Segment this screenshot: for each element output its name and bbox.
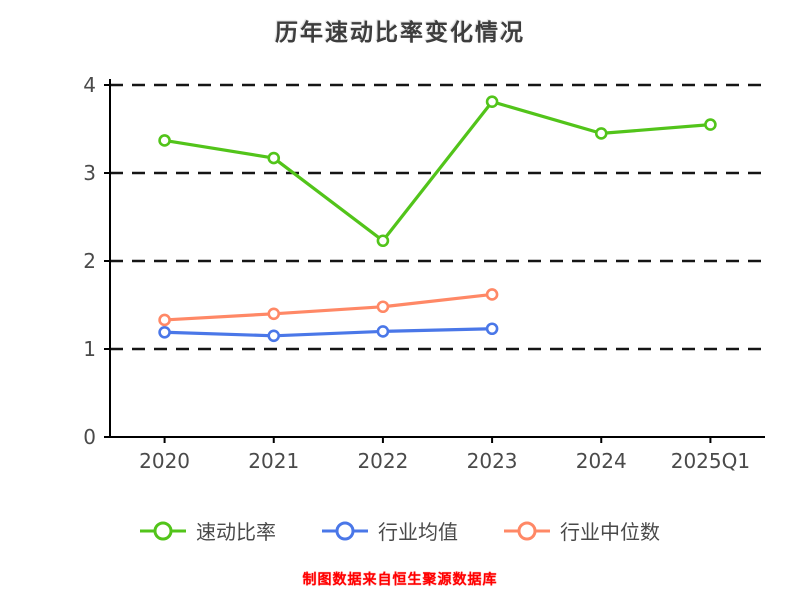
legend-label-quick-ratio: 速动比率 xyxy=(196,520,276,544)
svg-text:3: 3 xyxy=(83,161,96,185)
legend-item-industry-mean: 行业均值 xyxy=(322,516,458,545)
svg-text:0: 0 xyxy=(83,425,96,449)
footer-note: 制图数据来自恒生聚源数据库 xyxy=(302,572,498,588)
legend-marker-industry-median-icon xyxy=(504,521,550,540)
svg-text:2025Q1: 2025Q1 xyxy=(671,449,750,473)
svg-text:2023: 2023 xyxy=(467,449,518,473)
svg-text:1: 1 xyxy=(83,337,96,361)
svg-text:4: 4 xyxy=(83,73,96,97)
svg-text:2: 2 xyxy=(83,249,96,273)
chart-title: 历年速动比率变化情况 xyxy=(275,20,525,46)
legend-marker-quick-ratio-icon xyxy=(140,521,186,540)
legend-label-industry-median: 行业中位数 xyxy=(560,520,660,544)
svg-text:2024: 2024 xyxy=(576,449,627,473)
chart-legend: 速动比率 行业均值 行业中位数 xyxy=(0,516,800,545)
svg-text:2021: 2021 xyxy=(248,449,299,473)
legend-item-quick-ratio: 速动比率 xyxy=(140,516,276,545)
svg-text:2022: 2022 xyxy=(357,449,408,473)
legend-marker-industry-mean-icon xyxy=(322,521,368,540)
legend-label-industry-mean: 行业均值 xyxy=(378,520,458,544)
legend-item-industry-median: 行业中位数 xyxy=(504,516,660,545)
svg-text:2020: 2020 xyxy=(139,449,190,473)
